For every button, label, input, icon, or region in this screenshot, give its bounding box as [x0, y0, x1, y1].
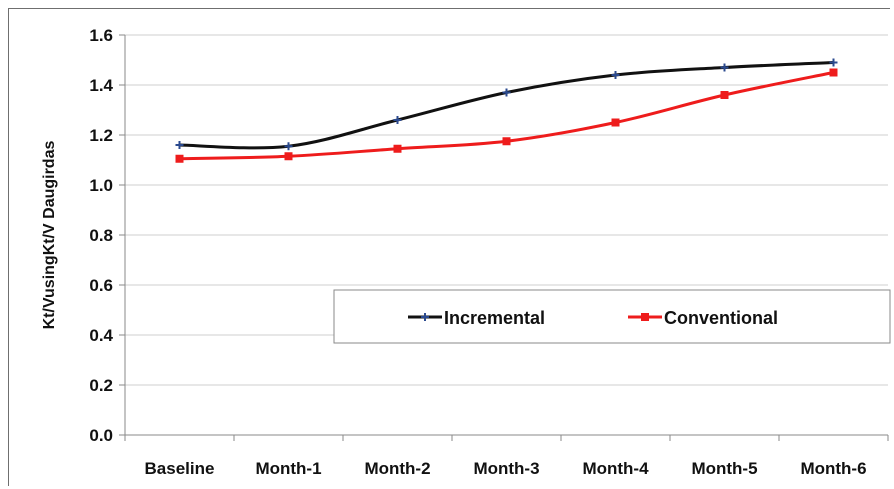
- legend-box: [333, 289, 891, 344]
- data-point-conventional: [393, 144, 402, 153]
- x-tick-label: Month-5: [691, 459, 757, 478]
- data-point-incremental: [393, 116, 402, 124]
- y-tick-label: 0.4: [89, 326, 113, 345]
- data-point-conventional: [829, 68, 838, 77]
- data-point-incremental: [720, 63, 729, 72]
- legend: Incremental Conventional: [333, 289, 891, 344]
- y-tick-label: 1.6: [89, 26, 113, 45]
- y-tick-labels: 0.0 0.2 0.4 0.6 0.8 1.0 1.2 1.4 1.6: [89, 26, 113, 445]
- y-tick-label: 0.6: [89, 276, 113, 295]
- y-tick-label: 1.0: [89, 176, 113, 195]
- y-tick-label: 0.8: [89, 226, 113, 245]
- data-point-incremental: [829, 58, 838, 67]
- y-tick-label: 0.0: [89, 426, 113, 445]
- axes: [124, 35, 889, 441]
- data-point-conventional: [720, 91, 729, 99]
- series-lines: [175, 58, 838, 163]
- x-tick-labels: Baseline Month-1 Month-2 Month-3 Month-4 Mont…: [145, 459, 867, 478]
- data-point-conventional: [175, 154, 184, 163]
- data-point-incremental: [175, 141, 184, 149]
- legend-label-conventional: Conventional: [664, 308, 778, 328]
- y-axis-label: Kt/VusingKt/V Daugirdas: [41, 141, 58, 330]
- x-tick-label: Month-1: [255, 459, 321, 478]
- chart-frame: [8, 8, 890, 486]
- y-tick-label: 1.4: [89, 76, 113, 95]
- data-point-incremental: [502, 88, 511, 97]
- gridlines: [119, 34, 888, 436]
- x-tick-label: Month-4: [582, 459, 649, 478]
- data-point-conventional: [611, 118, 620, 127]
- x-tick-label: Month-6: [800, 459, 866, 478]
- data-point-incremental: [284, 142, 293, 151]
- y-tick-label: 0.2: [89, 376, 113, 395]
- legend-marker-conventional: [641, 313, 649, 321]
- x-tick-label: Month-2: [364, 459, 430, 478]
- data-point-incremental: [611, 71, 620, 79]
- data-point-conventional: [284, 152, 293, 161]
- y-tick-label: 1.2: [89, 126, 113, 145]
- data-point-conventional: [502, 137, 511, 146]
- x-tick-label: Month-3: [473, 459, 539, 478]
- legend-label-incremental: Incremental: [444, 308, 545, 328]
- x-tick-label: Baseline: [145, 459, 215, 478]
- legend-marker-incremental: [421, 313, 429, 321]
